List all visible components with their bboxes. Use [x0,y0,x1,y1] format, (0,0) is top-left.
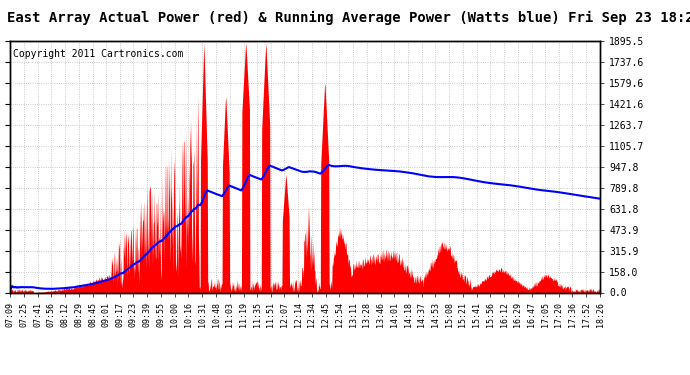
Text: Copyright 2011 Cartronics.com: Copyright 2011 Cartronics.com [13,49,184,59]
Text: East Array Actual Power (red) & Running Average Power (Watts blue) Fri Sep 23 18: East Array Actual Power (red) & Running … [7,11,690,26]
